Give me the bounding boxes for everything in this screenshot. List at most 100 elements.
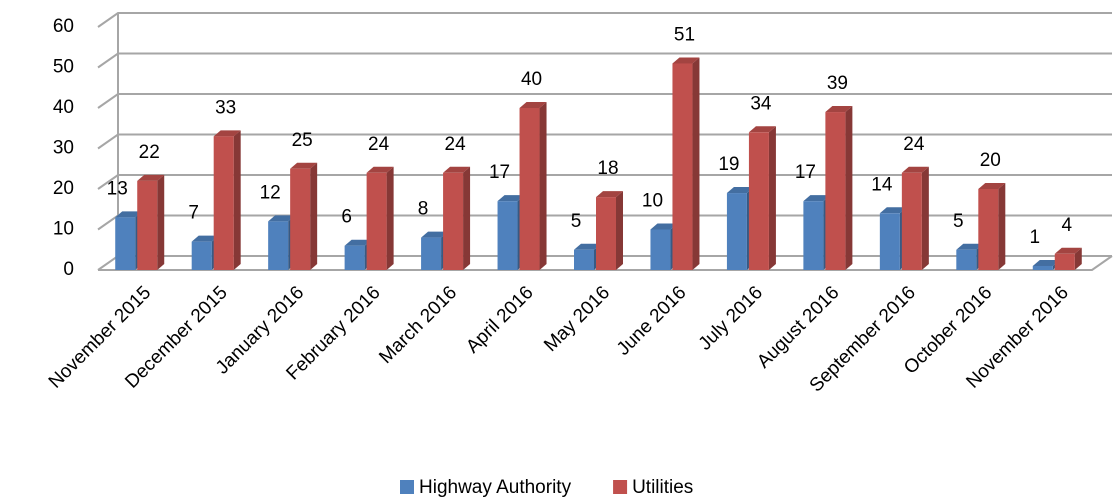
data-label: 17 xyxy=(795,162,816,183)
bar-top xyxy=(901,166,929,173)
data-label: 25 xyxy=(292,130,313,151)
data-label: 12 xyxy=(260,182,281,203)
bar-top xyxy=(1054,247,1082,254)
bar-top xyxy=(421,231,449,238)
data-label: 40 xyxy=(521,69,542,90)
x-tick-label: July 2016 xyxy=(695,282,767,354)
bar-top xyxy=(1032,259,1060,266)
bar xyxy=(213,136,234,270)
bar xyxy=(443,172,464,270)
y-tick-label: 40 xyxy=(53,97,74,118)
bar xyxy=(650,229,671,270)
bar-top xyxy=(803,195,831,202)
bar xyxy=(825,112,846,270)
data-label: 6 xyxy=(341,207,352,228)
data-label: 13 xyxy=(107,178,128,199)
bar-top xyxy=(290,162,318,169)
data-label: 51 xyxy=(674,24,695,45)
bar xyxy=(726,193,747,270)
bar xyxy=(879,213,900,270)
bar-side xyxy=(1074,247,1082,270)
bar xyxy=(366,172,387,270)
y-tick-label: 20 xyxy=(53,178,74,199)
data-label: 14 xyxy=(871,174,893,195)
data-label: 24 xyxy=(903,134,925,155)
y-tick-label: 10 xyxy=(53,219,74,240)
grid-line xyxy=(97,93,1112,109)
bar-top xyxy=(978,183,1006,189)
data-label: 33 xyxy=(215,97,236,118)
bar xyxy=(191,241,212,270)
bar xyxy=(115,217,136,270)
bar-side xyxy=(463,166,471,270)
bar-side xyxy=(386,166,394,270)
bar xyxy=(901,172,922,270)
x-tick-label: March 2016 xyxy=(375,282,461,368)
bar-top xyxy=(596,191,623,198)
y-tick-label: 30 xyxy=(53,138,74,159)
bar-side xyxy=(921,166,929,270)
bar-top xyxy=(879,207,907,214)
data-label: 17 xyxy=(489,162,510,183)
bar-top xyxy=(519,102,547,108)
bar-side xyxy=(768,126,776,270)
bar xyxy=(268,221,289,270)
bar-side xyxy=(998,183,1006,270)
bar-side xyxy=(157,174,165,270)
bar xyxy=(574,249,594,270)
legend-swatch xyxy=(400,480,414,494)
bar xyxy=(1032,265,1053,270)
bar-top xyxy=(268,215,296,222)
grid-line xyxy=(97,133,1112,150)
bar-top xyxy=(726,187,754,194)
data-label: 8 xyxy=(418,199,429,220)
bar xyxy=(290,168,311,270)
data-label: 4 xyxy=(1061,215,1072,236)
data-label: 10 xyxy=(642,191,663,212)
bar-side xyxy=(616,191,623,270)
bar-side xyxy=(845,106,853,270)
data-label: 22 xyxy=(139,142,160,163)
bar-top xyxy=(825,106,853,113)
data-label: 34 xyxy=(750,93,772,114)
bar xyxy=(1054,253,1075,270)
data-label: 5 xyxy=(571,211,582,232)
bar-side xyxy=(310,162,318,270)
bar-top xyxy=(344,239,372,246)
bar-top xyxy=(497,195,525,202)
bar xyxy=(672,63,693,271)
bar-top xyxy=(137,174,165,181)
data-label: 5 xyxy=(953,211,964,232)
y-tick-label: 50 xyxy=(53,57,74,78)
grid-line xyxy=(97,174,1112,190)
bar xyxy=(978,189,999,270)
bar-top xyxy=(366,166,394,173)
legend-label: Highway Authority xyxy=(419,477,572,498)
bar-side xyxy=(692,57,700,271)
bar xyxy=(137,180,158,270)
bar-top xyxy=(213,130,241,137)
bar xyxy=(748,132,769,270)
legend-swatch xyxy=(613,480,628,494)
data-label: 24 xyxy=(368,134,390,155)
data-label: 19 xyxy=(718,154,739,175)
y-tick-label: 0 xyxy=(63,259,74,280)
bar xyxy=(497,201,518,270)
x-tick-label: April 2016 xyxy=(462,282,537,357)
bar xyxy=(519,108,540,270)
bar-top xyxy=(191,235,219,242)
bar-top xyxy=(748,126,776,133)
bar xyxy=(596,197,616,270)
x-tick-label: May 2016 xyxy=(540,282,614,356)
bar-side xyxy=(539,102,547,270)
bar xyxy=(956,249,977,270)
data-label: 1 xyxy=(1029,227,1040,248)
bar-top xyxy=(956,243,984,250)
bar-top xyxy=(443,166,471,173)
data-label: 39 xyxy=(827,73,848,94)
bar-top xyxy=(574,243,601,250)
legend-label: Utilities xyxy=(632,477,693,498)
bar-top xyxy=(115,211,143,218)
y-tick-label: 60 xyxy=(53,16,74,37)
